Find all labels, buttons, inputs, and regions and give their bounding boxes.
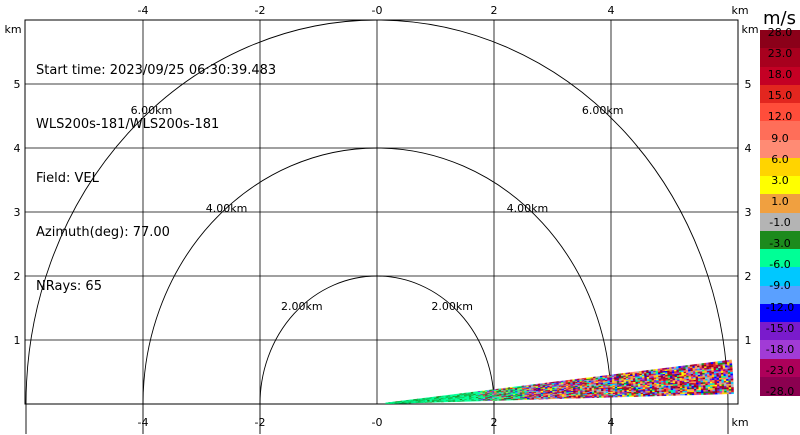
colorbar-label: 18.0 <box>767 68 793 82</box>
colorbar-segment <box>760 340 800 359</box>
x-tick-label-top: 2 <box>491 4 498 17</box>
colorbar-segment <box>760 103 800 122</box>
info-panel: Start time: 2023/09/25 06:30:39.483 WLS2… <box>36 26 276 314</box>
y-tick-label-left: 4 <box>14 142 21 155</box>
y-tick-label-left: 2 <box>14 270 21 283</box>
colorbar-label: -12.0 <box>765 300 795 314</box>
colorbar-segment <box>760 303 800 323</box>
x-tick-label-top: -2 <box>255 4 266 17</box>
x-unit-top: km <box>731 4 748 17</box>
colorbar-segment <box>760 30 800 49</box>
y-tick-label-left: 5 <box>14 78 21 91</box>
colorbar-label: 23.0 <box>767 47 793 61</box>
colorbar-label: 3.0 <box>771 173 789 187</box>
colorbar-segment <box>760 322 800 341</box>
y-tick-label-right: 4 <box>745 142 752 155</box>
colorbar: 28.0 23.0 18.0 15.0 12.0 9.0 6.0 3.0 1.0 -1.0 -3.0… <box>760 26 800 398</box>
scan-wedge <box>385 359 734 404</box>
colorbar-label: 9.0 <box>771 131 789 145</box>
colorbar-label: -1.0 <box>769 216 791 230</box>
range-ring-label: 2.00km <box>281 300 323 313</box>
colorbar-unit: m/s <box>763 8 796 29</box>
rhi-plot: 2.00km 2.00km 4.00km 4.00km 6.00km 6.00km -4 -4… <box>4 4 759 434</box>
colorbar-label: -6.0 <box>769 258 791 272</box>
colorbar-label: -9.0 <box>769 279 791 293</box>
colorbar-label: 15.0 <box>767 89 793 103</box>
colorbar-segment <box>760 212 800 232</box>
y-tick-label-right: 1 <box>745 334 752 347</box>
y-unit-right: km <box>741 23 758 36</box>
range-ring <box>259 275 495 434</box>
y-tick-label-left: 3 <box>14 206 21 219</box>
colorbar-segment <box>760 358 800 378</box>
y-tick-label-right: 3 <box>745 206 752 219</box>
x-tick-label-bottom: 2 <box>491 416 498 429</box>
field-text: Field: VEL <box>36 171 99 186</box>
y-tick-label-right: 5 <box>745 78 752 91</box>
azimuth-text: Azimuth(deg): 77.00 <box>36 225 170 240</box>
x-tick-label-bottom: -4 <box>138 416 149 429</box>
colorbar-segment <box>760 230 800 250</box>
colorbar-segment <box>760 66 800 86</box>
range-ring-label: 4.00km <box>507 202 549 215</box>
y-tick-label-left: 1 <box>14 334 21 347</box>
y-tick-label-right: 2 <box>745 270 752 283</box>
colorbar-label: -28.0 <box>765 385 795 398</box>
y-unit-left: km <box>4 23 21 36</box>
range-ring-label: 6.00km <box>582 104 624 117</box>
colorbar-segment <box>760 157 800 177</box>
range-ring <box>25 19 729 434</box>
x-tick-label-top: -4 <box>138 4 149 17</box>
x-tick-label-bottom: 4 <box>608 416 615 429</box>
colorbar-label: 6.0 <box>771 152 789 166</box>
colorbar-label: -3.0 <box>769 237 791 251</box>
x-unit-bottom: km <box>731 416 748 429</box>
colorbar-segment <box>760 84 800 104</box>
instrument-text: WLS200s-181/WLS200s-181 <box>36 117 220 132</box>
colorbar-segment <box>760 249 800 268</box>
colorbar-segment <box>760 376 800 396</box>
colorbar-segment <box>760 285 800 305</box>
x-tick-label-top: -0 <box>372 4 383 17</box>
colorbar-segment <box>760 121 800 140</box>
colorbar-segment <box>760 194 800 213</box>
range-ring-label: 2.00km <box>431 300 473 313</box>
range-ring-label: 6.00km <box>131 104 173 117</box>
nrays-text: NRays: 65 <box>36 279 102 294</box>
colorbar-segment <box>760 267 800 286</box>
colorbar-segment <box>760 176 800 195</box>
colorbar-label: -15.0 <box>765 321 795 335</box>
start-time-text: Start time: 2023/09/25 06:30:39.483 <box>36 63 277 78</box>
x-tick-label-bottom: -2 <box>255 416 266 429</box>
x-tick-label-bottom: -0 <box>372 416 383 429</box>
x-tick-label-top: 4 <box>608 4 615 17</box>
colorbar-segment <box>760 139 800 159</box>
range-ring <box>142 147 612 434</box>
colorbar-label: 28.0 <box>767 26 793 39</box>
range-ring-label: 4.00km <box>206 202 248 215</box>
colorbar-label: -18.0 <box>765 342 795 356</box>
colorbar-segment <box>760 48 800 67</box>
colorbar-label: 1.0 <box>771 194 789 208</box>
colorbar-label: -23.0 <box>765 363 795 377</box>
colorbar-label: 12.0 <box>767 110 793 124</box>
